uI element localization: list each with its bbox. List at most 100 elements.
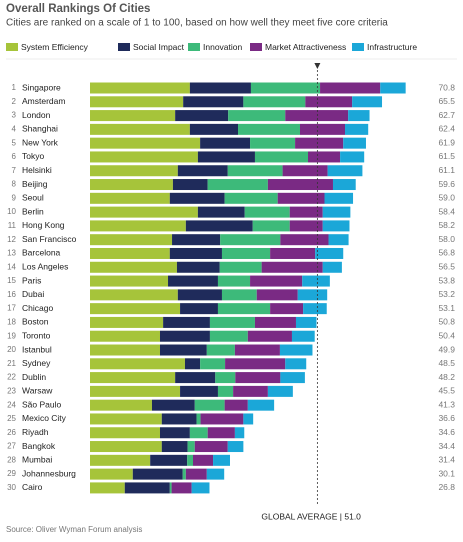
bar-segment — [169, 192, 225, 204]
city-label: Johannesburg — [22, 468, 76, 478]
rank: 27 — [7, 442, 16, 451]
bar-segment — [217, 275, 251, 287]
city-label: Toronto — [22, 330, 51, 340]
legend-swatch — [6, 43, 18, 51]
bar-segment — [90, 165, 178, 177]
total-label: 70.8 — [438, 82, 455, 92]
city-label: New York — [22, 137, 59, 147]
rank: 30 — [7, 483, 16, 492]
bar-segment — [343, 137, 366, 149]
bar-segment — [289, 220, 323, 232]
bar-segment — [90, 399, 152, 411]
legend-label: Infrastructure — [367, 42, 417, 52]
bar-segment — [250, 82, 321, 94]
total-label: 36.6 — [438, 413, 455, 423]
bar-segment — [194, 399, 225, 411]
total-label: 49.9 — [438, 344, 455, 354]
bar-segment — [90, 344, 160, 356]
bar-segment — [224, 192, 278, 204]
city-label: Boston — [22, 317, 49, 327]
bar-segment — [225, 358, 286, 370]
bar-segment — [90, 82, 190, 94]
bar-segment — [227, 165, 283, 177]
rank: 12 — [7, 235, 16, 244]
city-label: Sydney — [22, 358, 51, 368]
rank: 2 — [12, 97, 17, 106]
rank: 7 — [12, 166, 17, 175]
bar-segment — [207, 179, 268, 191]
rank: 13 — [7, 249, 16, 258]
bar-segment — [256, 289, 298, 301]
total-label: 48.5 — [438, 358, 455, 368]
bar-segment — [332, 179, 356, 191]
bar-segment — [345, 123, 369, 135]
bar-segment — [175, 110, 229, 122]
legend-swatch — [352, 43, 364, 51]
bar-segment — [90, 137, 201, 149]
legend-label: Social Impact — [133, 42, 185, 52]
total-label: 58.2 — [438, 220, 455, 230]
bar-segment — [285, 358, 307, 370]
bar-segment — [221, 247, 271, 259]
total-label: 53.8 — [438, 275, 455, 285]
bar-segment — [185, 468, 207, 480]
bar-segment — [194, 441, 228, 453]
legend-swatch — [188, 43, 200, 51]
rank: 19 — [7, 331, 16, 340]
bar-segment — [183, 96, 244, 108]
bar-segment — [191, 482, 210, 494]
total-label: 26.8 — [438, 482, 455, 492]
total-label: 50.8 — [438, 317, 455, 327]
bar-segment — [200, 358, 226, 370]
bar-segment — [322, 220, 350, 232]
bar-segment — [90, 179, 173, 191]
bar-segment — [90, 316, 164, 328]
rank: 17 — [7, 304, 16, 313]
bar-segment — [177, 289, 222, 301]
bar-segment — [177, 165, 228, 177]
bar-segment — [280, 234, 329, 246]
bar-segment — [261, 261, 323, 273]
rank: 22 — [7, 373, 16, 382]
bar-segment — [221, 289, 257, 301]
rank: 9 — [12, 193, 17, 202]
city-label: Singapore — [22, 82, 61, 92]
total-label: 59.0 — [438, 193, 455, 203]
city-label: Mexico City — [22, 413, 67, 423]
total-label: 53.1 — [438, 303, 455, 313]
bar-segment — [213, 454, 230, 466]
rank: 11 — [8, 221, 17, 230]
bar-segment — [171, 482, 192, 494]
bar-segment — [187, 454, 193, 466]
total-label: 48.2 — [438, 372, 455, 382]
bar-segment — [90, 275, 169, 287]
total-label: 62.4 — [438, 124, 455, 134]
city-label: Dublin — [22, 372, 46, 382]
city-label: Warsaw — [22, 386, 53, 396]
bar-segment — [206, 344, 235, 356]
bar-segment — [169, 247, 222, 259]
bar-segment — [209, 316, 255, 328]
bar-segment — [291, 330, 315, 342]
bar-segment — [172, 179, 208, 191]
rank: 18 — [7, 318, 16, 327]
legend-swatch — [118, 43, 130, 51]
bar-segment — [90, 96, 184, 108]
city-label: Cairo — [22, 482, 43, 492]
bar-segment — [159, 427, 190, 439]
bar-segment — [90, 206, 198, 218]
bar-segment — [254, 316, 296, 328]
bar-segment — [189, 82, 251, 94]
bar-segment — [217, 303, 271, 315]
bar-segment — [280, 372, 305, 384]
total-label: 53.2 — [438, 289, 455, 299]
bar-segment — [90, 123, 190, 135]
bar-segment — [124, 482, 170, 494]
bar-segment — [206, 468, 225, 480]
city-label: Bangkok — [22, 441, 56, 451]
bar-segment — [90, 234, 173, 246]
rank: 26 — [7, 428, 16, 437]
bar-segment — [90, 192, 170, 204]
total-label: 34.4 — [438, 441, 455, 451]
bar-segment — [90, 427, 160, 439]
